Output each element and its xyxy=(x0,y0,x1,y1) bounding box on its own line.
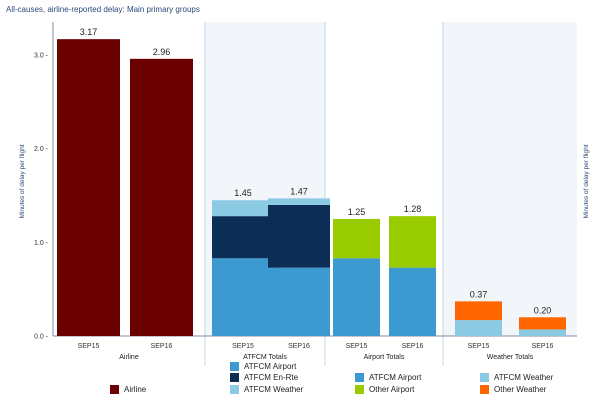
y-axis-label: Minutes of delay per flight xyxy=(19,144,26,218)
x-tick-label: SEP15 xyxy=(346,343,368,350)
y-axis-label-right: Minutes of delay per flight xyxy=(583,144,590,218)
bar-segment xyxy=(212,258,274,336)
bar-segment xyxy=(519,329,566,336)
legend-label: Other Weather xyxy=(494,385,547,394)
legend-label: Other Airport xyxy=(369,385,415,394)
legend-swatch xyxy=(480,385,489,395)
bar-segment xyxy=(57,39,120,336)
legend-item: ATFCM Weather xyxy=(230,385,303,395)
legend-label: ATFCM Weather xyxy=(494,373,554,382)
legend-item: Other Airport xyxy=(355,385,414,395)
y-tick-label: 3.0 - xyxy=(34,53,49,60)
legend-label: ATFCM Airport xyxy=(244,362,297,371)
legend-swatch xyxy=(355,373,364,383)
bar-segment xyxy=(268,204,330,268)
group-label: Weather Totals xyxy=(487,354,534,361)
x-tick-label: SEP16 xyxy=(288,343,310,350)
group-label: Airport Totals xyxy=(364,354,405,361)
bar-segment xyxy=(268,198,330,205)
legend-item: Airline xyxy=(110,385,146,395)
bar-segment xyxy=(389,216,436,268)
group-label: Airline xyxy=(119,354,139,361)
legend-item: ATFCM Weather xyxy=(480,373,553,383)
bar-segment xyxy=(519,317,566,330)
data-label: 1.25 xyxy=(348,207,366,217)
data-label: 0.37 xyxy=(470,289,488,299)
y-tick-label: 1.0 - xyxy=(34,240,49,247)
data-label: 0.20 xyxy=(534,305,552,315)
data-label: 1.45 xyxy=(234,188,252,198)
data-label: 1.47 xyxy=(290,186,308,196)
legend-swatch xyxy=(230,385,239,395)
x-tick-label: SEP16 xyxy=(532,343,554,350)
y-tick-label: 0.0 - xyxy=(34,334,49,341)
data-label: 3.17 xyxy=(80,27,98,37)
legend-swatch xyxy=(230,373,239,383)
legend-swatch xyxy=(110,385,119,395)
legend-swatch xyxy=(230,362,239,372)
bar-segment xyxy=(455,301,502,321)
data-label: 1.28 xyxy=(404,204,422,214)
x-tick-label: SEP16 xyxy=(151,343,173,350)
x-tick-label: SEP15 xyxy=(232,343,254,350)
group-label: ATFCM Totals xyxy=(243,354,287,361)
bar-segment xyxy=(130,58,193,336)
legend-item: ATFCM Airport xyxy=(355,373,421,383)
legend-label: Airline xyxy=(124,385,147,394)
bar-segment xyxy=(212,216,274,259)
legend-item: ATFCM Airport xyxy=(230,362,296,372)
bar-segment xyxy=(333,218,380,259)
chart-title: All-causes, airline-reported delay: Main… xyxy=(6,5,200,14)
bar-segment xyxy=(333,258,380,336)
bar-segment xyxy=(268,267,330,336)
legend-swatch xyxy=(355,385,364,395)
bar-segment xyxy=(212,200,274,217)
legend-swatch xyxy=(480,373,489,383)
x-tick-label: SEP16 xyxy=(402,343,424,350)
legend-item: Other Weather xyxy=(480,385,546,395)
legend-item: ATFCM En-Rte xyxy=(230,373,298,383)
y-tick-label: 2.0 - xyxy=(34,146,49,153)
legend-label: ATFCM En-Rte xyxy=(244,373,299,382)
bar-segment xyxy=(389,267,436,336)
x-tick-label: SEP15 xyxy=(468,343,490,350)
group-panel-bg xyxy=(443,22,577,336)
data-label: 2.96 xyxy=(153,47,171,57)
legend-label: ATFCM Weather xyxy=(244,385,304,394)
bar-segment xyxy=(455,320,502,336)
x-tick-label: SEP15 xyxy=(78,343,100,350)
legend-label: ATFCM Airport xyxy=(369,373,422,382)
